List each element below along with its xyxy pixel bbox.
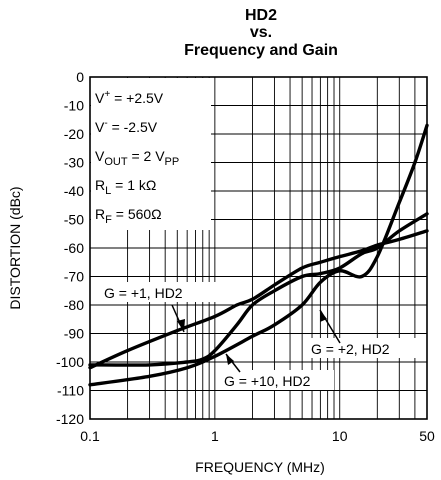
series-line-g2 [88,123,429,387]
series-line-g1 [88,229,429,370]
condition-vplus: V+ = +2.5V [95,89,164,106]
x-tick-label: 10 [332,428,348,444]
leader-g1-arrow [177,319,185,332]
y-tick-label: -90 [64,326,84,342]
y-tick-labels: 0 -10 -20 -30 -40 -50 -60 -70 -80 -90 -100 -110 -120 [56,69,84,427]
chart-title-line-2: vs. [250,24,272,41]
x-tick-label: 50 [419,428,435,444]
annotation-g1: G = +1, HD2 [104,285,183,301]
y-tick-label: -100 [56,354,84,370]
condition-vminus: V- = -2.5V [95,118,158,135]
annotation-g10: G = +10, HD2 [224,373,311,389]
annotation-g2: G = +2, HD2 [311,341,390,357]
y-axis-label: DISTORTION (dBc) [7,186,23,309]
chart-title-line-3: Frequency and Gain [184,42,338,59]
y-tick-label: -20 [64,126,84,142]
y-tick-label: -60 [64,240,84,256]
x-tick-label: 1 [211,428,219,444]
leader-g10-arrow [226,354,234,365]
series-lines [88,123,429,387]
label-bg-g1 [100,282,222,302]
y-tick-label: -120 [56,411,84,427]
y-tick-label: -30 [64,155,84,171]
x-tick-labels: 0.1 1 10 50 [80,428,435,444]
condition-rl: RL = 1 kΩ [95,177,156,197]
condition-rf: RF = 560Ω [95,206,162,226]
chart-title-line-1: HD2 [245,7,277,24]
y-tick-label: -80 [64,297,84,313]
y-tick-label: -70 [64,269,84,285]
y-tick-label: 0 [76,69,84,85]
x-axis-label: FREQUENCY (MHz) [195,459,325,475]
conditions-box [91,78,211,230]
y-tick-label: -40 [64,183,84,199]
label-bg-g10 [220,370,334,390]
leader-g2-arrow [320,310,327,322]
y-tick-label: -10 [64,98,84,114]
x-tick-label: 0.1 [80,428,100,444]
y-tick-label: -110 [57,383,84,399]
series-line-g10 [88,212,429,367]
label-bg-g2 [308,338,420,358]
condition-vout: VOUT = 2 VPP [95,148,179,168]
y-tick-label: -50 [64,212,84,228]
